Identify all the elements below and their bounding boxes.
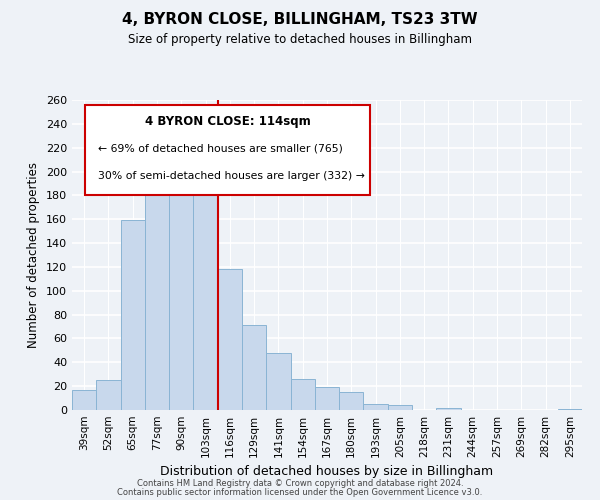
Text: 4 BYRON CLOSE: 114sqm: 4 BYRON CLOSE: 114sqm — [145, 116, 310, 128]
Bar — [169, 161, 193, 410]
Bar — [364, 404, 388, 410]
Bar — [96, 380, 121, 410]
Bar — [145, 188, 169, 410]
Text: Contains HM Land Registry data © Crown copyright and database right 2024.: Contains HM Land Registry data © Crown c… — [137, 478, 463, 488]
Bar — [218, 270, 242, 410]
Bar — [72, 390, 96, 410]
Text: 30% of semi-detached houses are larger (332) →: 30% of semi-detached houses are larger (… — [97, 172, 364, 181]
Bar — [436, 408, 461, 410]
Text: Contains public sector information licensed under the Open Government Licence v3: Contains public sector information licen… — [118, 488, 482, 497]
Text: 4, BYRON CLOSE, BILLINGHAM, TS23 3TW: 4, BYRON CLOSE, BILLINGHAM, TS23 3TW — [122, 12, 478, 28]
Bar — [266, 353, 290, 410]
Bar — [339, 392, 364, 410]
Bar — [290, 379, 315, 410]
FancyBboxPatch shape — [85, 104, 370, 194]
Bar — [121, 220, 145, 410]
Text: ← 69% of detached houses are smaller (765): ← 69% of detached houses are smaller (76… — [97, 144, 343, 154]
Bar — [558, 409, 582, 410]
Y-axis label: Number of detached properties: Number of detached properties — [28, 162, 40, 348]
X-axis label: Distribution of detached houses by size in Billingham: Distribution of detached houses by size … — [160, 466, 494, 478]
Bar — [193, 154, 218, 410]
Bar — [388, 405, 412, 410]
Text: Size of property relative to detached houses in Billingham: Size of property relative to detached ho… — [128, 32, 472, 46]
Bar — [315, 388, 339, 410]
Bar — [242, 326, 266, 410]
